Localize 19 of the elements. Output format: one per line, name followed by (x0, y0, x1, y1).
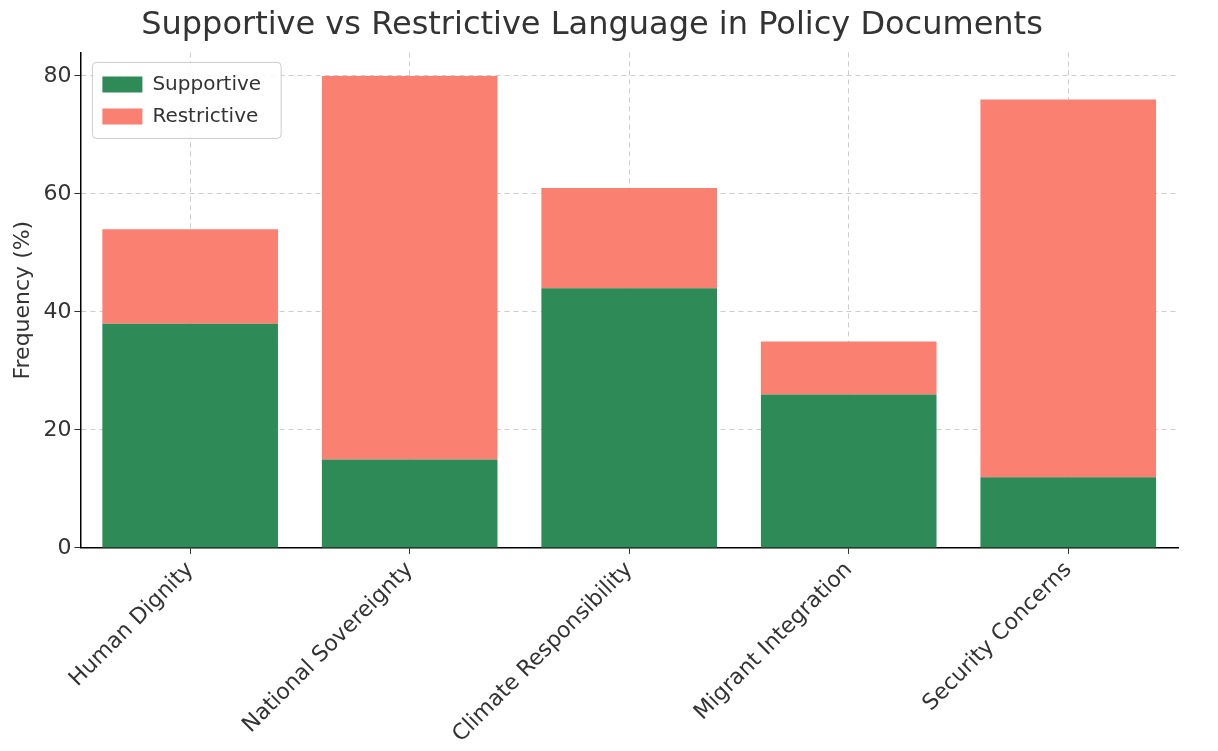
bar (102, 229, 278, 324)
y-tick-label: 80 (43, 61, 72, 87)
bar (541, 188, 718, 289)
bar (760, 394, 937, 548)
chart-title: Supportive vs Restrictive Language in Policy Documents (141, 3, 1043, 42)
bar (321, 459, 498, 548)
bar (321, 76, 498, 460)
bar (980, 477, 1157, 548)
y-axis-title: Frequency (%) (8, 220, 34, 380)
legend-label: Supportive (152, 70, 262, 95)
bar (541, 288, 718, 548)
y-tick-label: 20 (43, 415, 72, 441)
y-tick-label: 0 (57, 533, 72, 559)
bar (102, 323, 278, 548)
legend-label: Restrictive (152, 102, 259, 127)
bar (980, 99, 1157, 478)
bar (760, 341, 937, 395)
y-tick-label: 40 (43, 297, 72, 323)
y-tick-label: 60 (43, 179, 72, 205)
